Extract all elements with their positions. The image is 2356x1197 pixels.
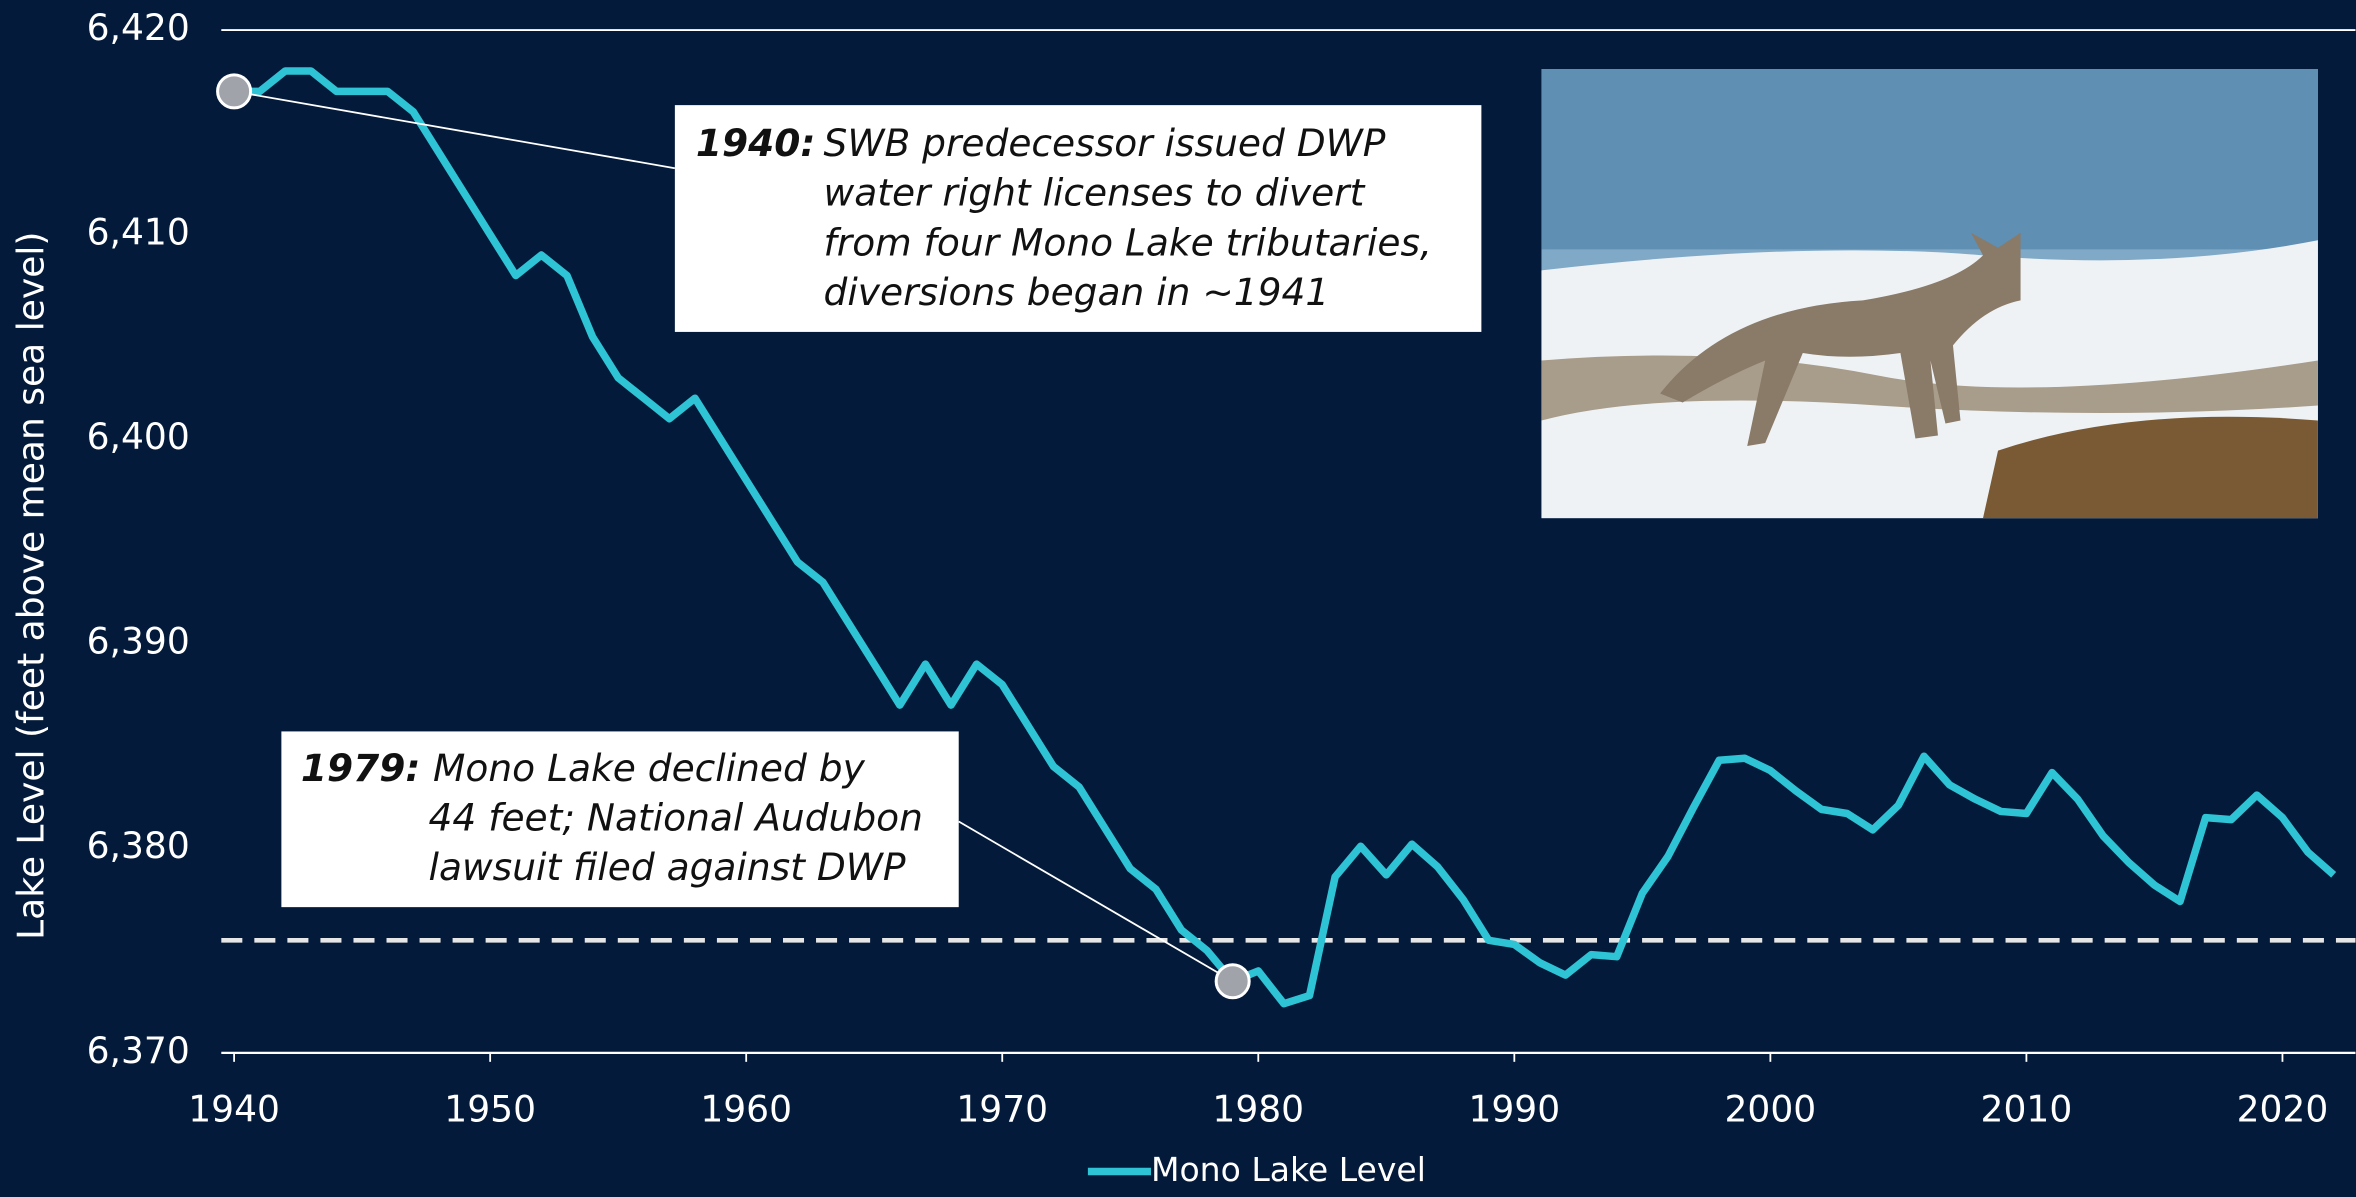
x-tick-label: 2000: [1725, 1089, 1817, 1130]
y-tick-label: 6,390: [87, 622, 190, 663]
y-axis-label: Lake Level (feet above mean sea level): [12, 232, 53, 940]
y-tick-label: 6,410: [87, 213, 190, 254]
annotation-text: 44 feet; National Audubon: [429, 796, 923, 840]
x-tick-label: 1950: [444, 1089, 536, 1130]
annotation-marker: [218, 75, 251, 108]
x-tick-label: 2020: [2237, 1089, 2329, 1130]
annotation-text: from four Mono Lake tributaries,: [824, 220, 1432, 264]
y-tick-label: 6,380: [87, 826, 190, 867]
annotation-connector: [959, 822, 1233, 982]
annotation: 1940:SWB predecessor issued DWP water rig…: [675, 105, 1482, 332]
x-tick-label: 1960: [700, 1089, 792, 1130]
x-tick-label: 1940: [188, 1089, 280, 1130]
annotation-connector: [234, 91, 675, 168]
page: {"chart_data": {"type": "line", "y_label…: [0, 0, 2356, 1197]
y-tick-label: 6,370: [87, 1031, 190, 1072]
annotation-text: SWB predecessor issued DWP: [824, 121, 1386, 165]
annotation-text: diversions began in ~1941: [824, 270, 1330, 314]
annotation-text: lawsuit filed against DWP: [429, 845, 906, 889]
annotation-marker: [1216, 965, 1249, 998]
x-tick-label: 1970: [956, 1089, 1048, 1130]
x-tick-label: 1990: [1468, 1089, 1560, 1130]
legend-label: Mono Lake Level: [1151, 1150, 1426, 1189]
annotation-year: 1979:: [301, 746, 420, 790]
annotation-text: Mono Lake declined by: [433, 746, 866, 790]
annotation-text: water right licenses to divert: [824, 171, 1366, 215]
chart: 6,370 6,380 6,390 6,400 6,410 6,420 1940 1950 19…: [0, 0, 2356, 1197]
annotation-year: 1940:: [696, 121, 815, 165]
x-tick-label: 1980: [1212, 1089, 1304, 1130]
y-tick-label: 6,400: [87, 417, 190, 458]
photo: [1541, 69, 2317, 518]
annotation: 1979: Mono Lake declined by 44 feet; Natio…: [281, 731, 958, 907]
y-tick-label: 6,420: [87, 8, 190, 49]
x-tick-label: 2010: [1981, 1089, 2073, 1130]
